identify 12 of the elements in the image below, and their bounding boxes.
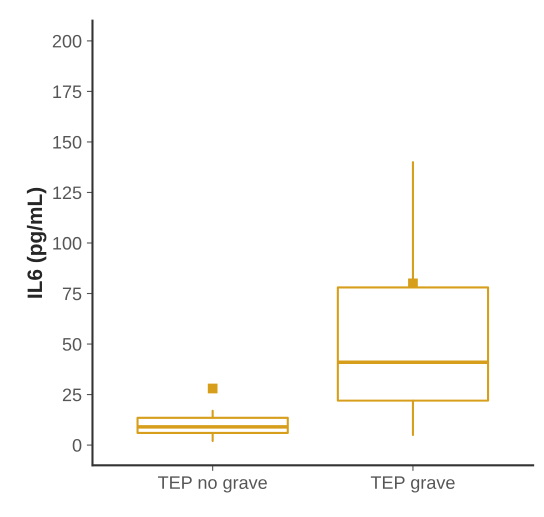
x-tick-label: TEP grave	[370, 476, 455, 493]
y-tick-label: 175	[53, 86, 82, 98]
x-tick-label: TEP no grave	[158, 476, 267, 493]
y-tick-label: 125	[53, 186, 82, 200]
y-tick-label: 150	[53, 136, 82, 149]
y-tick-label: 200	[52, 34, 82, 48]
y-tick-label: 100	[53, 236, 82, 250]
y-tick-label: 75	[62, 288, 82, 300]
y-tick-label: 50	[62, 338, 82, 351]
y-tick-label: 0	[72, 439, 82, 452]
y-tick-label: 25	[62, 388, 82, 402]
y-axis-title: IL6 (pg/mL)	[26, 188, 46, 298]
